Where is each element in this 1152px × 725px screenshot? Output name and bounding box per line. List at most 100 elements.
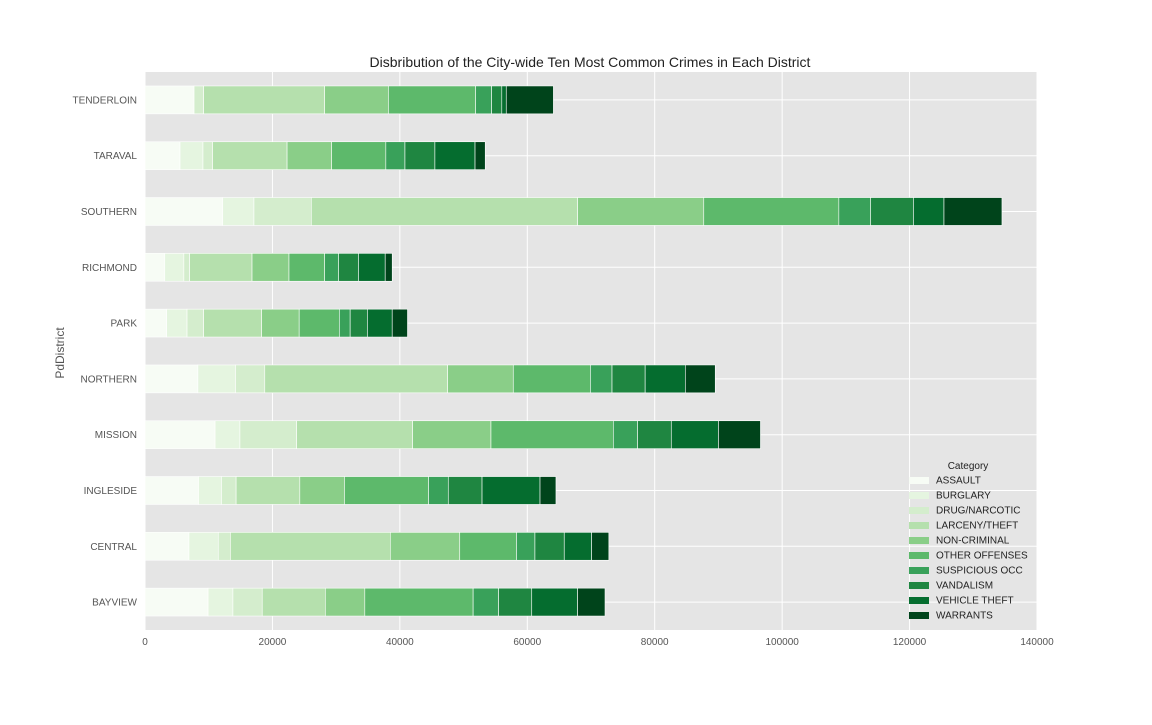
bar-segment bbox=[261, 308, 300, 338]
bar-segment bbox=[286, 141, 332, 170]
bar-segment bbox=[491, 85, 503, 115]
bar-segment bbox=[703, 197, 840, 226]
legend-swatch bbox=[909, 477, 929, 484]
x-tick-label: 60000 bbox=[513, 637, 541, 648]
legend-swatch bbox=[909, 567, 929, 574]
legend-label: NON-CRIMINAL bbox=[936, 536, 1010, 547]
bar-segment bbox=[338, 253, 359, 282]
bar-segment bbox=[232, 587, 263, 617]
y-tick-label: INGLESIDE bbox=[84, 486, 138, 497]
bar-segment bbox=[207, 587, 234, 617]
bar-segment bbox=[472, 587, 499, 617]
bar-segment bbox=[481, 476, 541, 505]
y-tick-label: RICHMOND bbox=[82, 263, 137, 274]
bar-segment bbox=[577, 197, 705, 226]
legend-swatch bbox=[909, 492, 929, 499]
bar-segment bbox=[391, 308, 408, 338]
bar-segment bbox=[490, 420, 614, 449]
x-tick-label: 20000 bbox=[259, 637, 287, 648]
bar-segment bbox=[299, 476, 345, 505]
bar-segment bbox=[144, 308, 167, 338]
bar-segment bbox=[296, 420, 413, 449]
bar-segment bbox=[358, 253, 386, 282]
bar-segment bbox=[253, 197, 312, 226]
legend-title: Category bbox=[948, 461, 989, 472]
bar-segment bbox=[516, 532, 536, 561]
legend: Category ASSAULT BURGLARY DRUG/NARCOTIC LAR… bbox=[909, 461, 1028, 622]
bar-segment bbox=[412, 420, 492, 449]
y-tick-label: NORTHERN bbox=[81, 374, 137, 385]
legend-swatch bbox=[909, 522, 929, 529]
bar-segment bbox=[591, 532, 610, 561]
bar-segment bbox=[144, 420, 216, 449]
bar-segment bbox=[577, 587, 606, 617]
legend-swatch bbox=[909, 552, 929, 559]
legend-label: WARRANTS bbox=[936, 611, 993, 622]
bar-segment bbox=[221, 476, 237, 505]
bar-segment bbox=[389, 532, 461, 561]
legend-swatch bbox=[909, 612, 929, 619]
bar-segment bbox=[385, 141, 406, 170]
y-axis-ticks: BAYVIEW CENTRAL INGLESIDE MISSION NORTHERN PA… bbox=[73, 95, 138, 608]
x-axis-ticks: 0 20000 40000 60000 80000 100000 120000 140000 bbox=[142, 637, 1054, 648]
bar-segment bbox=[447, 364, 514, 394]
bar-segment bbox=[498, 587, 533, 617]
x-tick-label: 40000 bbox=[386, 637, 414, 648]
bar-segment bbox=[339, 308, 351, 338]
bar-segment bbox=[179, 141, 204, 170]
bar-segment bbox=[534, 532, 565, 561]
bar-segment bbox=[186, 308, 204, 338]
bar-segment bbox=[718, 420, 761, 449]
bar-segment bbox=[670, 420, 719, 449]
bar-segment bbox=[144, 587, 209, 617]
bar-segment bbox=[838, 197, 872, 226]
bar-segment bbox=[164, 253, 185, 282]
bar-segment bbox=[203, 308, 262, 338]
bar-segment bbox=[331, 141, 387, 170]
bar-segment bbox=[144, 476, 199, 505]
bar-segment bbox=[349, 308, 368, 338]
bar-segment bbox=[364, 587, 474, 617]
bar-segment bbox=[870, 197, 914, 226]
bar-segment bbox=[428, 476, 449, 505]
bar-segment bbox=[144, 197, 224, 226]
bar-segment bbox=[239, 420, 297, 449]
legend-swatch bbox=[909, 597, 929, 604]
y-tick-label: TARAVAL bbox=[94, 151, 138, 162]
bar-segment bbox=[434, 141, 476, 170]
bar-segment bbox=[193, 85, 204, 115]
bar-segment bbox=[474, 141, 486, 170]
bar-segment bbox=[183, 253, 190, 282]
legend-swatch bbox=[909, 582, 929, 589]
bar-segment bbox=[563, 532, 592, 561]
bar-segment bbox=[367, 308, 393, 338]
bar-segment bbox=[197, 364, 236, 394]
bar-segment bbox=[298, 308, 340, 338]
bar-segment bbox=[235, 364, 266, 394]
bar-segment bbox=[144, 532, 190, 561]
bar-segment bbox=[943, 197, 1003, 226]
bar-segment bbox=[684, 364, 716, 394]
bar-segment bbox=[217, 532, 231, 561]
legend-swatch bbox=[909, 537, 929, 544]
bar-segment bbox=[344, 476, 429, 505]
bar-segment bbox=[288, 253, 325, 282]
bars bbox=[144, 85, 1003, 617]
bar-segment bbox=[212, 141, 288, 170]
bar-segment bbox=[144, 141, 181, 170]
y-tick-label: CENTRAL bbox=[90, 542, 137, 553]
x-tick-label: 120000 bbox=[893, 637, 927, 648]
chart-title: Disbribution of the City-wide Ten Most C… bbox=[370, 54, 811, 70]
bar-segment bbox=[202, 141, 213, 170]
bar-segment bbox=[264, 364, 448, 394]
legend-label: SUSPICIOUS OCC bbox=[936, 566, 1023, 577]
bar-segment bbox=[222, 197, 255, 226]
bar-segment bbox=[144, 253, 166, 282]
bar-segment bbox=[189, 253, 253, 282]
y-tick-label: SOUTHERN bbox=[81, 207, 137, 218]
legend-label: ASSAULT bbox=[936, 476, 981, 487]
bar-segment bbox=[235, 476, 301, 505]
bar-segment bbox=[404, 141, 436, 170]
legend-label: VANDALISM bbox=[936, 581, 993, 592]
